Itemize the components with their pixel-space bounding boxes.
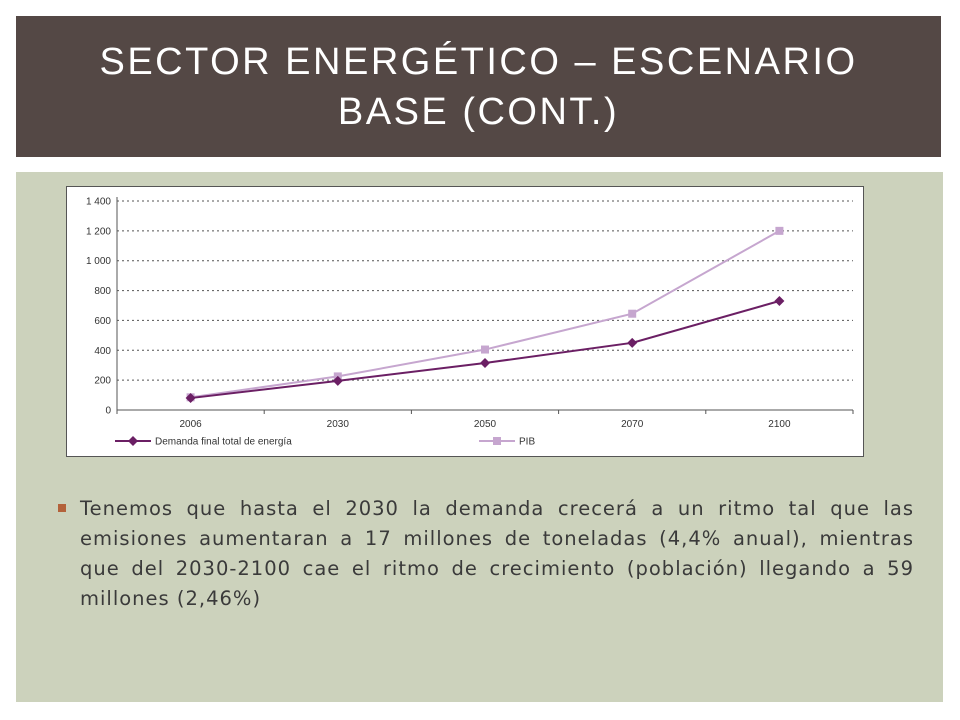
data-point-pib bbox=[628, 309, 637, 318]
data-point-demanda bbox=[774, 296, 785, 307]
data-point-demanda bbox=[185, 393, 196, 404]
y-tick-label: 0 bbox=[105, 406, 111, 417]
data-point-demanda bbox=[627, 337, 638, 348]
y-tick-label: 400 bbox=[94, 346, 111, 357]
x-tick-label: 2050 bbox=[474, 419, 497, 430]
legend-label: PIB bbox=[519, 437, 535, 448]
y-tick-label: 1 400 bbox=[86, 197, 111, 208]
data-point-pib bbox=[775, 226, 784, 235]
data-point-demanda bbox=[480, 357, 490, 368]
slide-title-bar: Sector energético – Escenario base (cont… bbox=[16, 16, 941, 157]
y-tick-label: 200 bbox=[94, 376, 111, 387]
y-tick-label: 1 000 bbox=[86, 256, 111, 267]
x-tick-label: 2100 bbox=[768, 419, 791, 430]
bullet-marker bbox=[58, 504, 66, 512]
chart-svg: 0 200 400 600 800 1 000 1 200 1 400 2006 2030 2050… bbox=[86, 197, 854, 448]
series-line-pib bbox=[190, 229, 780, 399]
legend-marker bbox=[128, 436, 138, 446]
legend-label: Demanda final total de energía bbox=[155, 437, 292, 448]
y-tick-label: 800 bbox=[94, 286, 111, 297]
legend-marker bbox=[493, 437, 501, 445]
x-tick-label: 2070 bbox=[621, 419, 644, 430]
x-tick-label: 2006 bbox=[179, 419, 202, 430]
y-tick-label: 1 200 bbox=[86, 226, 111, 237]
line-chart: 0 200 400 600 800 1 000 1 200 1 400 2006 2030 2050… bbox=[66, 186, 864, 457]
x-tick-label: 2030 bbox=[327, 419, 350, 430]
data-point-pib bbox=[481, 345, 489, 354]
bullet-text: Tenemos que hasta el 2030 la demanda cre… bbox=[80, 497, 914, 610]
data-point-demanda bbox=[332, 375, 343, 386]
y-tick-label: 600 bbox=[94, 316, 111, 327]
slide-title: Sector energético – Escenario base (cont… bbox=[99, 40, 858, 133]
